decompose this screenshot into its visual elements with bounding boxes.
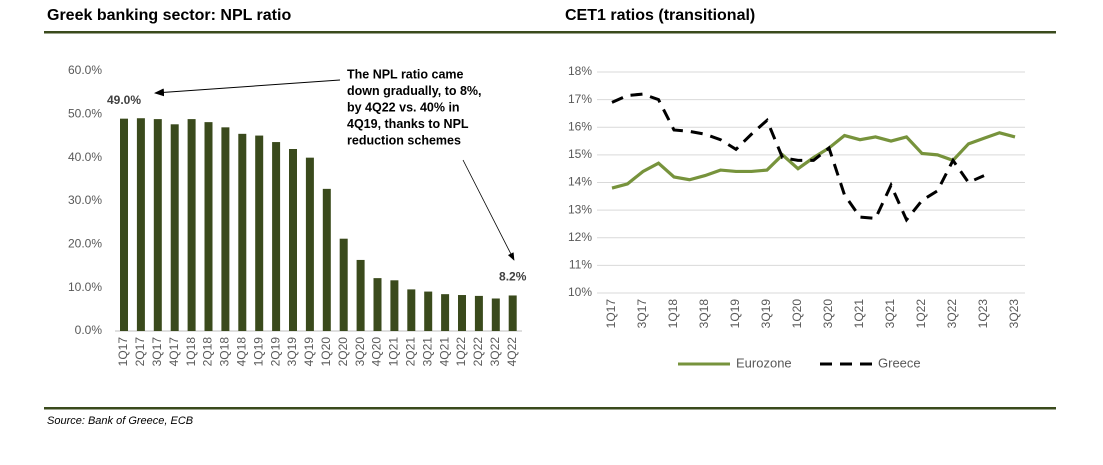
x-tick-label: 3Q18 — [697, 299, 711, 329]
y-tick-label: 15% — [568, 147, 592, 161]
x-tick-label: 4Q22 — [505, 337, 519, 367]
bar — [407, 289, 416, 331]
y-tick-label: 0.0% — [75, 323, 103, 337]
annotation: reduction schemes — [347, 133, 461, 147]
annotation: 4Q19, thanks to NPL — [347, 117, 469, 131]
bar — [153, 119, 162, 331]
bar — [272, 142, 281, 331]
y-tick-label: 11% — [569, 258, 592, 272]
bar — [204, 122, 213, 331]
source: Source: Bank of Greece, ECB — [47, 415, 193, 427]
annotation: down gradually, to 8%, — [347, 84, 482, 98]
bar — [441, 294, 450, 331]
line-series — [611, 92, 985, 223]
x-tick-label: 2Q19 — [268, 337, 282, 367]
bar — [221, 127, 230, 331]
x-tick-label: 2Q17 — [133, 337, 147, 367]
x-tick-label: 3Q23 — [1007, 299, 1021, 329]
x-tick-label: 1Q22 — [914, 299, 928, 329]
x-tick-label: 1Q19 — [728, 299, 742, 329]
bar — [491, 298, 500, 331]
x-tick-label: 3Q19 — [285, 337, 299, 367]
x-tick-label: 1Q21 — [387, 337, 401, 367]
footer-rule — [44, 407, 1056, 410]
x-tick-label: 4Q20 — [370, 337, 384, 367]
legend-label: Greece — [878, 355, 921, 370]
y-tick-label: 40.0% — [68, 150, 102, 164]
bar — [120, 118, 128, 332]
value-label: 8.2% — [499, 270, 527, 284]
x-tick-label: 1Q17 — [604, 299, 618, 329]
x-tick-label: 1Q18 — [666, 299, 680, 329]
x-tick-label: 3Q22 — [945, 299, 959, 329]
x-tick-label: 3Q22 — [488, 337, 502, 367]
y-tick-label: 60.0% — [68, 63, 102, 77]
bar — [289, 149, 297, 331]
bar — [474, 295, 483, 331]
bar — [458, 295, 466, 331]
y-tick-label: 14% — [568, 175, 592, 189]
x-tick-label: 3Q19 — [759, 299, 773, 329]
y-tick-label: 13% — [568, 202, 592, 216]
bar — [373, 278, 382, 331]
y-tick-label: 17% — [568, 92, 592, 106]
x-tick-label: 1Q22 — [454, 337, 468, 367]
line-series — [611, 131, 1016, 190]
x-tick-label: 3Q21 — [883, 299, 897, 329]
bar — [390, 280, 399, 331]
bar — [356, 259, 365, 331]
bar — [339, 238, 348, 331]
x-tick-label: 1Q21 — [852, 299, 866, 329]
x-tick-label: 2Q21 — [403, 337, 417, 367]
bar — [255, 135, 264, 331]
x-tick-label: 4Q21 — [437, 337, 451, 367]
x-tick-label: 3Q20 — [821, 299, 835, 329]
x-tick-label: 1Q20 — [319, 337, 333, 367]
y-tick-label: 18% — [568, 64, 592, 78]
annotation: The NPL ratio came — [347, 67, 464, 81]
value-label: 49.0% — [107, 93, 141, 107]
x-tick-label: 3Q20 — [353, 337, 367, 367]
y-tick-label: 16% — [568, 119, 592, 133]
x-tick-label: 2Q22 — [471, 337, 485, 367]
x-tick-label: 3Q21 — [420, 337, 434, 367]
annotation-arrow — [462, 159, 515, 261]
x-tick-label: 1Q18 — [184, 337, 198, 367]
y-tick-label: 12% — [568, 230, 592, 244]
x-tick-label: 1Q17 — [116, 337, 130, 367]
x-tick-label: 3Q18 — [218, 337, 232, 367]
bar — [136, 118, 145, 331]
bar — [238, 133, 247, 331]
chart-title: CET1 ratios (transitional) — [565, 7, 755, 24]
y-tick-label: 10% — [568, 285, 592, 299]
x-tick-label: 3Q17 — [635, 299, 649, 329]
y-tick-label: 50.0% — [68, 107, 102, 121]
annotation-arrow — [154, 79, 341, 97]
y-tick-label: 10.0% — [68, 280, 102, 294]
chart-title: Greek banking sector: NPL ratio — [47, 7, 291, 24]
bar — [170, 124, 179, 331]
bar — [322, 188, 331, 331]
x-tick-label: 1Q20 — [790, 299, 804, 329]
x-tick-label: 4Q17 — [167, 337, 181, 367]
y-tick-label: 20.0% — [68, 237, 102, 251]
y-tick-label: 30.0% — [68, 193, 102, 207]
x-tick-label: 1Q19 — [251, 337, 265, 367]
annotation: by 4Q22 vs. 40% in — [347, 100, 460, 114]
x-tick-label: 4Q19 — [302, 337, 316, 367]
bar — [508, 295, 517, 331]
x-tick-label: 1Q23 — [976, 299, 990, 329]
x-tick-label: 2Q20 — [336, 337, 350, 367]
legend-label: Eurozone — [736, 355, 792, 370]
x-tick-label: 3Q17 — [150, 337, 164, 367]
bar — [187, 119, 196, 331]
x-tick-label: 4Q18 — [234, 337, 248, 367]
x-tick-label: 2Q18 — [201, 337, 215, 367]
header-rule — [44, 31, 1056, 34]
bar — [424, 291, 433, 331]
bar — [305, 157, 314, 331]
